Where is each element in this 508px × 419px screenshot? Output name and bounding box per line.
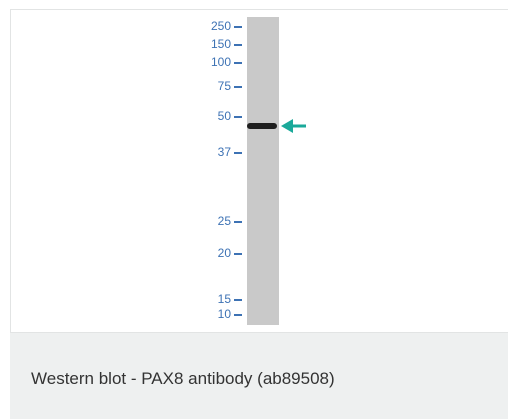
marker-label: 100 xyxy=(211,55,231,69)
marker-label: 250 xyxy=(211,19,231,33)
caption-panel: Western blot - PAX8 antibody (ab89508) xyxy=(10,333,508,419)
marker-label: 10 xyxy=(218,307,232,321)
lane xyxy=(247,17,279,325)
marker-label: 50 xyxy=(218,109,232,123)
page: 250 150 100 75 50 37 25 20 1510 Western blot - P… xyxy=(0,0,508,419)
marker-label: 25 xyxy=(218,214,232,228)
marker-label: 15 xyxy=(218,292,232,306)
arrow-head xyxy=(281,119,293,133)
caption: Western blot - PAX8 antibody (ab89508) xyxy=(31,369,335,389)
marker-label: 20 xyxy=(218,246,232,260)
marker-label: 75 xyxy=(218,79,232,93)
marker-label: 37 xyxy=(218,145,232,159)
marker-label: 150 xyxy=(211,37,231,51)
band xyxy=(247,123,277,129)
